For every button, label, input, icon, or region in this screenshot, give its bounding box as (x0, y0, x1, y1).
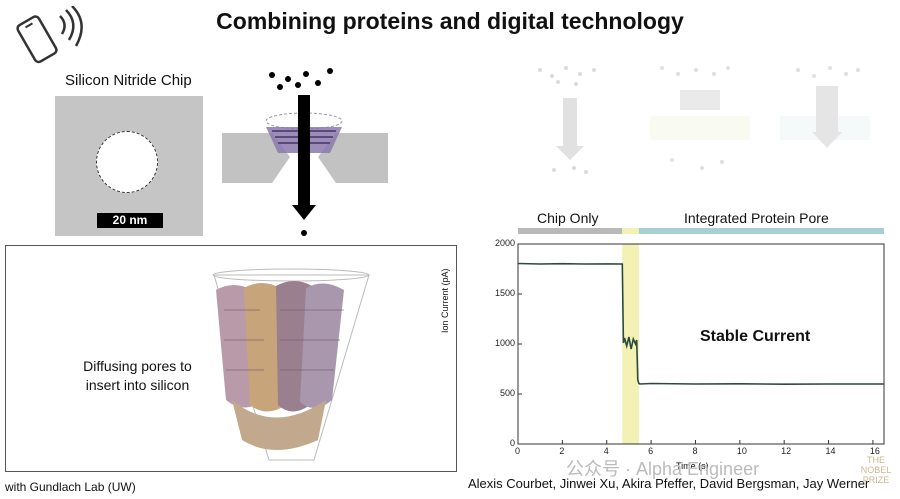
y-axis-label: Ion Current (pA) (440, 268, 450, 333)
x-tick-label: 14 (825, 446, 836, 456)
protein-pore-model (212, 268, 370, 461)
phase-bar-integrated (638, 228, 884, 234)
x-tick-label: 2 (559, 446, 565, 456)
y-tick-label: 2000 (494, 238, 515, 248)
x-tick-label: 10 (736, 446, 747, 456)
scale-bar: 20 nm (97, 213, 163, 228)
current-trace-line (517, 262, 884, 386)
x-tick-label: 4 (603, 446, 609, 456)
phase-label-chip-only: Chip Only (537, 210, 599, 226)
faded-sequence-diagram (538, 66, 870, 174)
smartphone-icon (16, 6, 83, 64)
y-tick-label: 1500 (494, 288, 515, 298)
silicon-nitride-chip: 20 nm (55, 96, 203, 236)
y-tick-label: 0 (509, 438, 515, 448)
nanopore-hole (96, 131, 158, 193)
x-tick-label: 8 (692, 446, 698, 456)
y-tick-label: 500 (499, 388, 515, 398)
current-trace-chart (517, 228, 885, 445)
y-tick-label: 1000 (494, 338, 515, 348)
watermark: 公众号 · Alpha Engineer (566, 459, 760, 479)
x-tick-label: 12 (781, 446, 792, 456)
phase-label-integrated: Integrated Protein Pore (684, 210, 829, 226)
x-tick-label: 0 (515, 446, 521, 456)
nobel-logo: THE NOBEL PRIZE (860, 455, 892, 485)
x-axis-label: Time (s) (676, 461, 709, 471)
phase-bar-chip-only (518, 228, 623, 234)
x-tick-label: 16 (869, 446, 880, 456)
authors-credit: Alexis Courbet, Jinwei Xu, Akira Pfeffer… (468, 476, 870, 491)
chip-label: Silicon Nitride Chip (65, 72, 192, 89)
stable-current-annotation: Stable Current (700, 328, 811, 345)
x-tick-label: 6 (648, 446, 654, 456)
page-title: Combining proteins and digital technolog… (216, 8, 684, 34)
pore-caption: Diffusing pores to insert into silicon (83, 358, 192, 393)
phase-bar-transition (622, 228, 639, 234)
pore-insertion-diagram (222, 68, 388, 236)
lab-credit: with Gundlach Lab (UW) (5, 480, 136, 494)
protein-pore-panel (5, 245, 457, 472)
